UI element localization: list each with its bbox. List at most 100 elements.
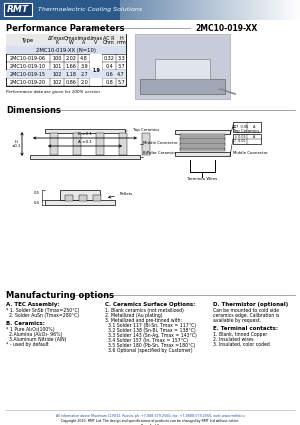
Text: 3.3 Solder 143 (Sn-Ag, Tmax = 143°C): 3.3 Solder 143 (Sn-Ag, Tmax = 143°C): [105, 333, 197, 338]
Bar: [151, 0, 152, 20]
Bar: [299, 0, 300, 20]
Bar: [274, 0, 275, 20]
Bar: [96, 133, 104, 155]
Bar: [73, 133, 81, 155]
Text: AC R: AC R: [103, 36, 115, 41]
Bar: [129, 0, 130, 20]
Bar: [188, 0, 189, 20]
Bar: [217, 0, 218, 20]
Text: W: W: [69, 40, 74, 45]
Text: 2. Solder AuSn (Tmax=280°C): 2. Solder AuSn (Tmax=280°C): [6, 313, 79, 318]
Bar: [230, 0, 231, 20]
Text: 1. Blank ceramics (not metallized): 1. Blank ceramics (not metallized): [105, 308, 184, 313]
Bar: [185, 0, 186, 20]
Bar: [155, 0, 156, 20]
Bar: [120, 0, 121, 20]
Bar: [186, 0, 187, 20]
Bar: [137, 0, 138, 20]
Bar: [227, 0, 228, 20]
Bar: [205, 0, 206, 20]
Bar: [288, 0, 289, 20]
Bar: [284, 0, 285, 20]
Bar: [149, 0, 150, 20]
Bar: [30, 155, 140, 159]
Bar: [273, 0, 274, 20]
Bar: [90, 54, 102, 86]
Text: 4.7: 4.7: [117, 71, 125, 76]
Bar: [157, 0, 158, 20]
Bar: [283, 0, 284, 20]
Bar: [200, 0, 201, 20]
Bar: [131, 0, 132, 20]
Bar: [243, 0, 244, 20]
Bar: [272, 0, 273, 20]
Bar: [265, 0, 266, 20]
Text: 2.0: 2.0: [80, 79, 88, 85]
Bar: [286, 0, 287, 20]
Bar: [180, 150, 225, 151]
Bar: [268, 0, 269, 20]
Bar: [175, 130, 230, 134]
Bar: [238, 0, 239, 20]
Bar: [136, 0, 137, 20]
Text: Top Ceramics: Top Ceramics: [125, 128, 159, 132]
Text: 3.9: 3.9: [80, 63, 88, 68]
Text: 2MC10-019-XX (N=10): 2MC10-019-XX (N=10): [36, 48, 96, 53]
Text: Ohm: Ohm: [103, 40, 115, 45]
Bar: [239, 0, 240, 20]
Text: Can be mounted to cold side: Can be mounted to cold side: [213, 308, 279, 313]
Bar: [138, 0, 139, 20]
Bar: [287, 0, 288, 20]
Bar: [233, 122, 261, 132]
Bar: [260, 0, 261, 20]
Bar: [192, 0, 193, 20]
Bar: [171, 0, 172, 20]
Bar: [126, 0, 127, 20]
Bar: [256, 0, 257, 20]
Bar: [180, 147, 225, 149]
Bar: [281, 0, 282, 20]
Bar: [144, 0, 145, 20]
Bar: [167, 0, 168, 20]
Text: B. Ceramics:: B. Ceramics:: [6, 321, 45, 326]
Text: 2MC10-019-20: 2MC10-019-20: [10, 79, 46, 85]
Bar: [6, 34, 126, 86]
Bar: [249, 0, 250, 20]
Bar: [269, 0, 270, 20]
Bar: [294, 0, 295, 20]
Text: 1.66: 1.66: [66, 63, 76, 68]
Bar: [194, 0, 195, 20]
Bar: [259, 0, 260, 20]
Text: K: K: [56, 40, 58, 45]
Text: 0.5: 0.5: [34, 191, 40, 195]
Bar: [277, 0, 278, 20]
Bar: [45, 129, 125, 133]
Text: ΔTmax: ΔTmax: [48, 36, 66, 41]
Bar: [132, 0, 133, 20]
Bar: [163, 0, 164, 20]
Bar: [247, 0, 248, 20]
Bar: [139, 0, 140, 20]
Bar: [251, 0, 252, 20]
Text: Middle Connector: Middle Connector: [233, 151, 268, 155]
Text: 2. Insulated wires: 2. Insulated wires: [213, 337, 254, 342]
Bar: [140, 0, 141, 20]
Text: Page 1 of 9: Page 1 of 9: [141, 424, 159, 425]
Text: ⌧7  0.05: ⌧7 0.05: [232, 125, 248, 129]
Bar: [263, 0, 264, 20]
Bar: [135, 34, 230, 99]
Bar: [264, 0, 265, 20]
Text: 2MC10-019-15: 2MC10-019-15: [10, 71, 46, 76]
Text: Top Ceramics: Top Ceramics: [233, 129, 259, 133]
Bar: [253, 0, 254, 20]
Bar: [221, 0, 222, 20]
Bar: [150, 0, 151, 20]
Bar: [174, 0, 175, 20]
Text: Terminou Wires: Terminou Wires: [187, 177, 217, 181]
Text: V: V: [94, 40, 98, 45]
Text: 2MC10-019-XX: 2MC10-019-XX: [195, 23, 257, 32]
Bar: [177, 0, 178, 20]
Bar: [298, 0, 299, 20]
Bar: [130, 0, 131, 20]
Bar: [210, 0, 211, 20]
